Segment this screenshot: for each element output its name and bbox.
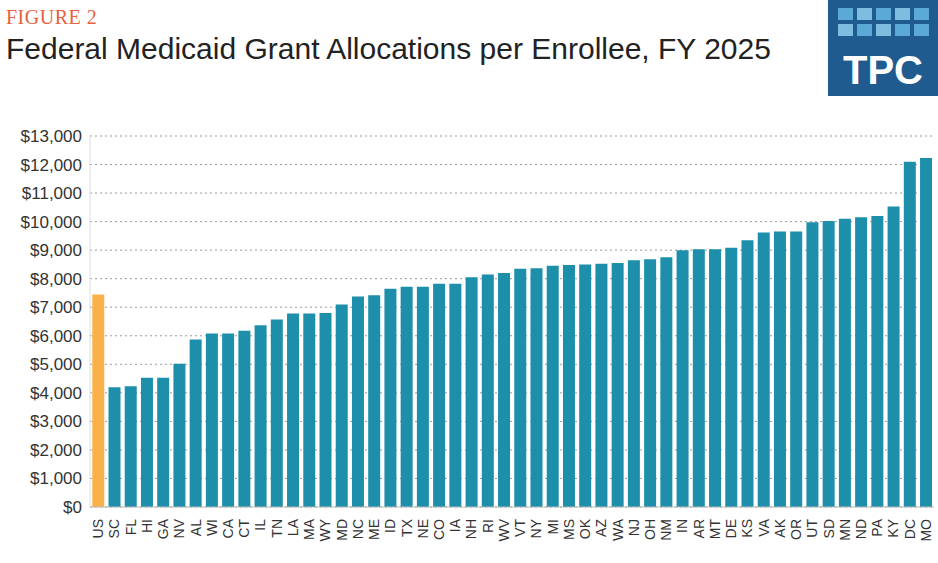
svg-text:DC: DC <box>902 519 918 539</box>
svg-text:ND: ND <box>853 519 869 539</box>
svg-text:ID: ID <box>382 519 398 533</box>
svg-text:HI: HI <box>139 519 155 533</box>
svg-text:KY: KY <box>885 518 901 537</box>
svg-text:NY: NY <box>528 518 544 538</box>
svg-text:TN: TN <box>269 519 285 538</box>
svg-text:NM: NM <box>658 519 674 541</box>
svg-text:$13,000: $13,000 <box>21 127 82 146</box>
svg-text:SD: SD <box>821 519 837 538</box>
svg-text:MD: MD <box>334 519 350 541</box>
svg-text:MO: MO <box>918 519 930 542</box>
html-text:FIGURE 2: FIGURE 2 <box>6 6 98 28</box>
svg-text:SC: SC <box>106 519 122 538</box>
svg-text:IN: IN <box>674 519 690 533</box>
svg-text:NV: NV <box>171 518 187 538</box>
svg-text:CT: CT <box>236 519 252 538</box>
svg-text:IA: IA <box>447 518 463 532</box>
svg-text:MI: MI <box>545 519 561 535</box>
svg-text:MA: MA <box>301 518 317 540</box>
svg-text:VA: VA <box>756 518 772 536</box>
svg-text:AK: AK <box>772 518 788 537</box>
svg-text:WV: WV <box>496 518 512 541</box>
svg-text:$2,000: $2,000 <box>30 441 82 460</box>
svg-text:FL: FL <box>123 519 139 536</box>
svg-text:$0: $0 <box>63 498 82 517</box>
svg-text:$12,000: $12,000 <box>21 156 82 175</box>
svg-text:OR: OR <box>788 519 804 540</box>
svg-text:PA: PA <box>869 518 885 536</box>
svg-text:$3,000: $3,000 <box>30 412 82 431</box>
svg-text:$4,000: $4,000 <box>30 384 82 403</box>
svg-text:OH: OH <box>642 519 658 540</box>
svg-text:GA: GA <box>155 518 171 539</box>
svg-text:WA: WA <box>610 518 626 541</box>
svg-text:$9,000: $9,000 <box>30 241 82 260</box>
svg-text:OK: OK <box>577 518 593 539</box>
svg-text:RI: RI <box>480 519 496 533</box>
svg-text:MT: MT <box>707 519 723 540</box>
svg-text:TX: TX <box>399 518 415 537</box>
svg-text:NC: NC <box>350 519 366 539</box>
svg-text:MS: MS <box>561 519 577 540</box>
svg-text:NH: NH <box>463 519 479 539</box>
svg-text:NJ: NJ <box>626 519 642 536</box>
svg-text:AL: AL <box>188 519 204 536</box>
svg-text:IL: IL <box>252 519 268 531</box>
svg-text:DE: DE <box>723 519 739 538</box>
svg-text:LA: LA <box>285 518 301 536</box>
svg-text:ME: ME <box>366 519 382 540</box>
svg-text:KS: KS <box>739 519 755 538</box>
svg-text:AR: AR <box>691 519 707 538</box>
svg-text:CO: CO <box>431 519 447 540</box>
svg-text:$10,000: $10,000 <box>21 213 82 232</box>
svg-text:CA: CA <box>220 518 236 538</box>
svg-text:$5,000: $5,000 <box>30 355 82 374</box>
svg-text:MN: MN <box>837 519 853 541</box>
svg-text:UT: UT <box>804 519 820 538</box>
svg-text:NE: NE <box>415 519 431 538</box>
svg-text:WI: WI <box>204 519 220 536</box>
svg-text:$1,000: $1,000 <box>30 469 82 488</box>
svg-text:$7,000: $7,000 <box>30 298 82 317</box>
svg-text:VT: VT <box>512 519 528 537</box>
svg-text:AZ: AZ <box>593 519 609 537</box>
svg-text:TPC: TPC <box>843 48 923 92</box>
html-text:Federal Medicaid Grant Allocat: Federal Medicaid Grant Allocations per E… <box>6 32 771 65</box>
svg-text:$6,000: $6,000 <box>30 327 82 346</box>
svg-text:WY: WY <box>317 518 333 541</box>
svg-text:$11,000: $11,000 <box>22 184 82 203</box>
svg-text:$8,000: $8,000 <box>30 270 82 289</box>
svg-text:US: US <box>90 519 106 538</box>
